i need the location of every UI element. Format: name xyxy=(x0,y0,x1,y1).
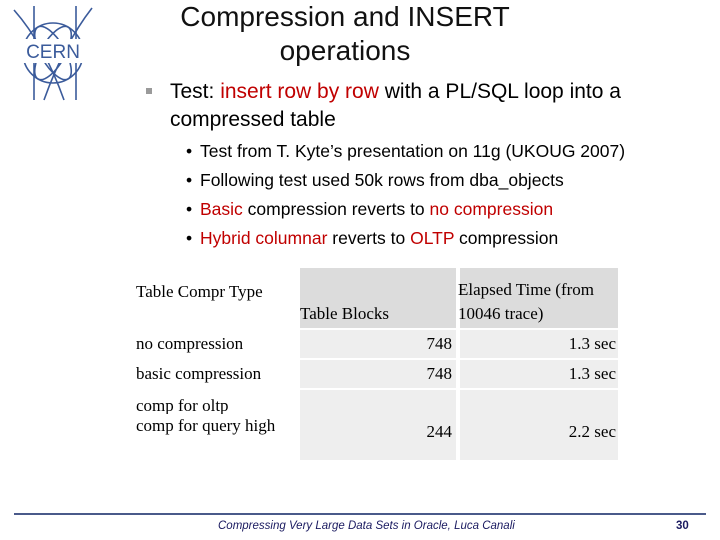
table-cell-elapsed: 1.3 sec xyxy=(460,360,618,388)
footer: Compressing Very Large Data Sets in Orac… xyxy=(0,520,720,538)
table-cell-type: comp for query high xyxy=(136,414,296,460)
table-header-blocks: Table Blocks xyxy=(300,268,456,328)
table-cell-type: comp for oltp xyxy=(136,390,296,418)
cern-logo: CERN xyxy=(13,6,93,101)
footer-text: Compressing Very Large Data Sets in Orac… xyxy=(218,520,515,532)
page-number: 30 xyxy=(676,520,689,532)
table-cell-type: basic compression xyxy=(136,360,296,388)
table-cell-elapsed: 1.3 sec xyxy=(460,330,618,358)
bullet-dot-icon: • xyxy=(186,141,193,161)
slide-title: Compression and INSERT operations xyxy=(180,1,510,66)
table-header-type: Table Compr Type xyxy=(136,280,296,328)
main-bullet-text: Test: insert row by row with a PL/SQL lo… xyxy=(170,80,621,131)
square-bullet-icon xyxy=(146,88,152,94)
sub-bullet-text: Following test used 50k rows from dba_ob… xyxy=(200,170,564,190)
table-cell-blocks: 748 xyxy=(300,330,456,358)
table-cell-blocks: 244 xyxy=(300,398,456,460)
bullet-dot-icon: • xyxy=(186,228,193,248)
table-header-elapsed: Elapsed Time (from 10046 trace) xyxy=(458,268,618,328)
table-cell-blocks: 748 xyxy=(300,360,456,388)
bullet-dot-icon: • xyxy=(186,170,193,190)
svg-text:CERN: CERN xyxy=(26,42,80,63)
footer-rule xyxy=(14,513,706,515)
table-cell-type: no compression xyxy=(136,330,296,358)
bullet-dot-icon: • xyxy=(186,199,193,219)
sub-bullet-text: Hybrid columnar reverts to OLTP compress… xyxy=(200,228,559,248)
table-cell-elapsed: 2.2 sec xyxy=(460,398,618,460)
sub-bullet-text: Test from T. Kyte’s presentation on 11g … xyxy=(200,141,626,161)
sub-bullet-text: Basic compression reverts to no compress… xyxy=(200,199,554,219)
